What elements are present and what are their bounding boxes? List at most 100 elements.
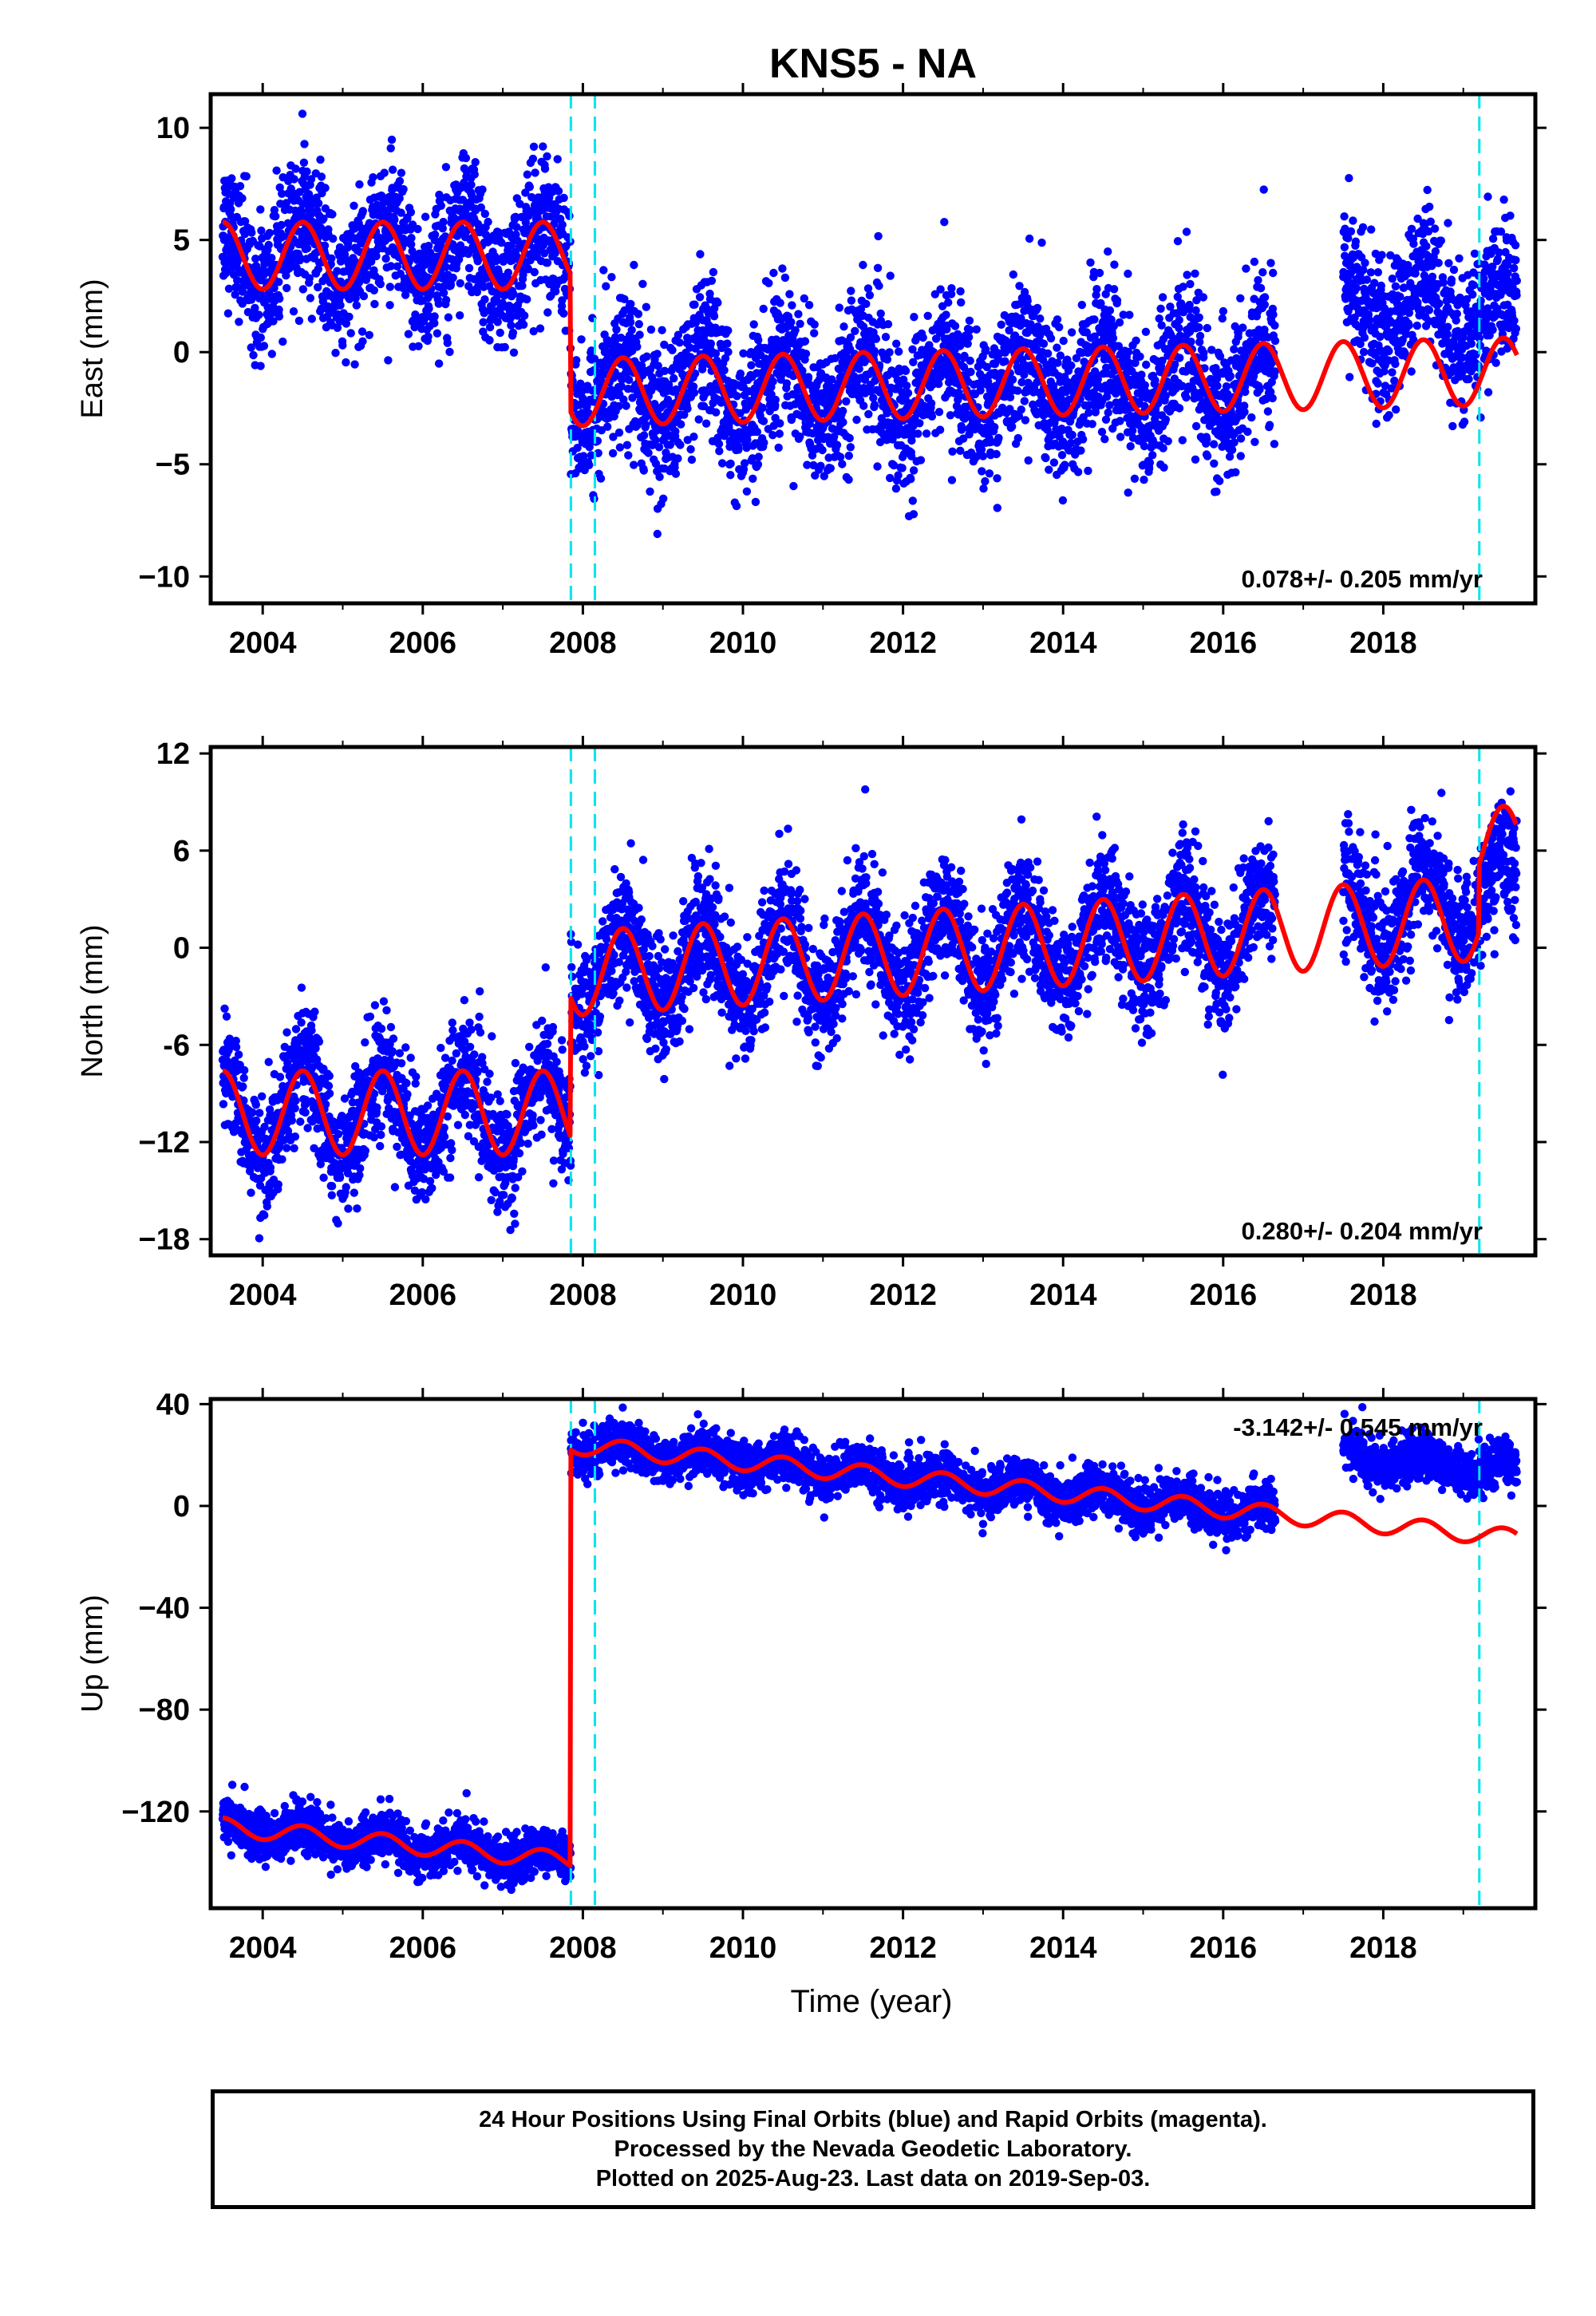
east-position-point bbox=[1067, 361, 1076, 370]
east-position-point bbox=[1467, 339, 1476, 348]
east-position-point bbox=[521, 218, 530, 227]
east-position-point bbox=[838, 460, 847, 468]
east-position-point bbox=[523, 294, 531, 304]
east-position-point bbox=[1268, 393, 1277, 403]
east-position-point bbox=[458, 196, 468, 204]
east-position-point bbox=[1199, 293, 1208, 302]
east-position-point bbox=[895, 347, 903, 356]
east-position-point bbox=[689, 388, 699, 397]
east-position-point bbox=[1039, 339, 1049, 348]
east-position-point bbox=[298, 109, 307, 118]
east-position-point bbox=[876, 309, 885, 318]
east-position-point bbox=[321, 184, 330, 192]
east-position-point bbox=[720, 366, 729, 375]
east-position-point bbox=[596, 474, 606, 483]
east-position-point bbox=[1218, 314, 1227, 323]
east-position-point bbox=[635, 330, 644, 339]
east-position-point bbox=[1175, 323, 1183, 333]
east-position-point bbox=[1499, 196, 1508, 204]
east-position-point bbox=[1041, 453, 1050, 463]
east-position-point bbox=[653, 529, 662, 539]
east-position-point bbox=[1182, 227, 1191, 236]
east-position-point bbox=[270, 206, 279, 215]
east-position-point bbox=[1158, 293, 1167, 302]
east-position-point bbox=[476, 203, 485, 212]
east-position-point bbox=[342, 358, 350, 367]
east-position-point bbox=[305, 274, 314, 283]
east-position-point bbox=[519, 271, 527, 279]
east-position-point bbox=[622, 401, 630, 410]
east-position-point bbox=[739, 349, 748, 358]
east-position-point bbox=[677, 420, 685, 429]
east-position-point bbox=[754, 453, 763, 461]
east-position-point bbox=[668, 346, 677, 354]
east-position-point bbox=[1222, 382, 1231, 391]
east-x-tick-label: 2014 bbox=[1029, 626, 1097, 660]
east-position-point bbox=[689, 382, 698, 391]
east-position-point bbox=[343, 239, 353, 248]
east-position-point bbox=[1443, 330, 1452, 338]
east-position-point bbox=[519, 320, 528, 329]
east-position-point bbox=[1195, 313, 1203, 322]
east-position-point bbox=[298, 285, 307, 294]
east-position-point bbox=[701, 389, 710, 398]
east-position-point bbox=[994, 433, 1003, 442]
east-position-point bbox=[816, 461, 825, 470]
east-position-point bbox=[800, 294, 808, 303]
east-position-point bbox=[614, 428, 624, 437]
east-position-point bbox=[1254, 275, 1262, 285]
east-position-point bbox=[724, 347, 733, 357]
east-position-point bbox=[521, 188, 530, 197]
east-position-point bbox=[1444, 219, 1452, 227]
east-position-point bbox=[380, 168, 389, 177]
east-position-point bbox=[267, 254, 276, 263]
east-position-point bbox=[242, 172, 251, 181]
east-position-point bbox=[289, 307, 298, 316]
east-position-point bbox=[1455, 254, 1464, 263]
east-position-point bbox=[614, 401, 623, 411]
east-position-point bbox=[1247, 413, 1256, 422]
east-position-point bbox=[1009, 270, 1018, 279]
east-position-point bbox=[1037, 238, 1046, 247]
east-position-point bbox=[1407, 367, 1416, 376]
east-position-point bbox=[583, 402, 591, 411]
east-position-point bbox=[1175, 354, 1184, 362]
east-position-point bbox=[407, 234, 416, 243]
east-position-point bbox=[892, 339, 901, 348]
east-position-point bbox=[1136, 352, 1144, 361]
east-position-point bbox=[881, 333, 891, 342]
east-position-point bbox=[687, 455, 697, 464]
east-position-point bbox=[1112, 296, 1122, 305]
east-position-point bbox=[282, 283, 291, 293]
east-position-point bbox=[430, 318, 439, 328]
east-position-point bbox=[847, 287, 855, 295]
east-position-point bbox=[852, 415, 861, 425]
east-position-point bbox=[1365, 316, 1374, 325]
east-position-point bbox=[1464, 374, 1473, 384]
east-position-point bbox=[317, 304, 326, 314]
east-position-point bbox=[1226, 372, 1235, 381]
east-position-point bbox=[927, 412, 937, 421]
east-position-point bbox=[445, 347, 454, 357]
east-position-point bbox=[539, 142, 547, 151]
east-position-point bbox=[851, 326, 859, 335]
east-position-point bbox=[1159, 463, 1168, 472]
east-position-point bbox=[1512, 276, 1522, 285]
east-position-point bbox=[1270, 336, 1280, 346]
east-position-point bbox=[1151, 376, 1159, 385]
east-position-point bbox=[694, 415, 703, 424]
east-position-point bbox=[1182, 393, 1191, 402]
east-position-point bbox=[314, 265, 322, 274]
east-position-point bbox=[894, 471, 903, 480]
east-position-point bbox=[859, 260, 867, 270]
east-position-point bbox=[235, 318, 243, 326]
east-position-point bbox=[448, 273, 457, 283]
east-position-point bbox=[944, 298, 953, 307]
east-position-point bbox=[875, 282, 883, 290]
east-position-point bbox=[776, 298, 784, 307]
east-position-point bbox=[674, 330, 683, 339]
east-position-point bbox=[706, 339, 715, 348]
east-position-point bbox=[1105, 306, 1115, 315]
east-position-point bbox=[397, 208, 405, 217]
